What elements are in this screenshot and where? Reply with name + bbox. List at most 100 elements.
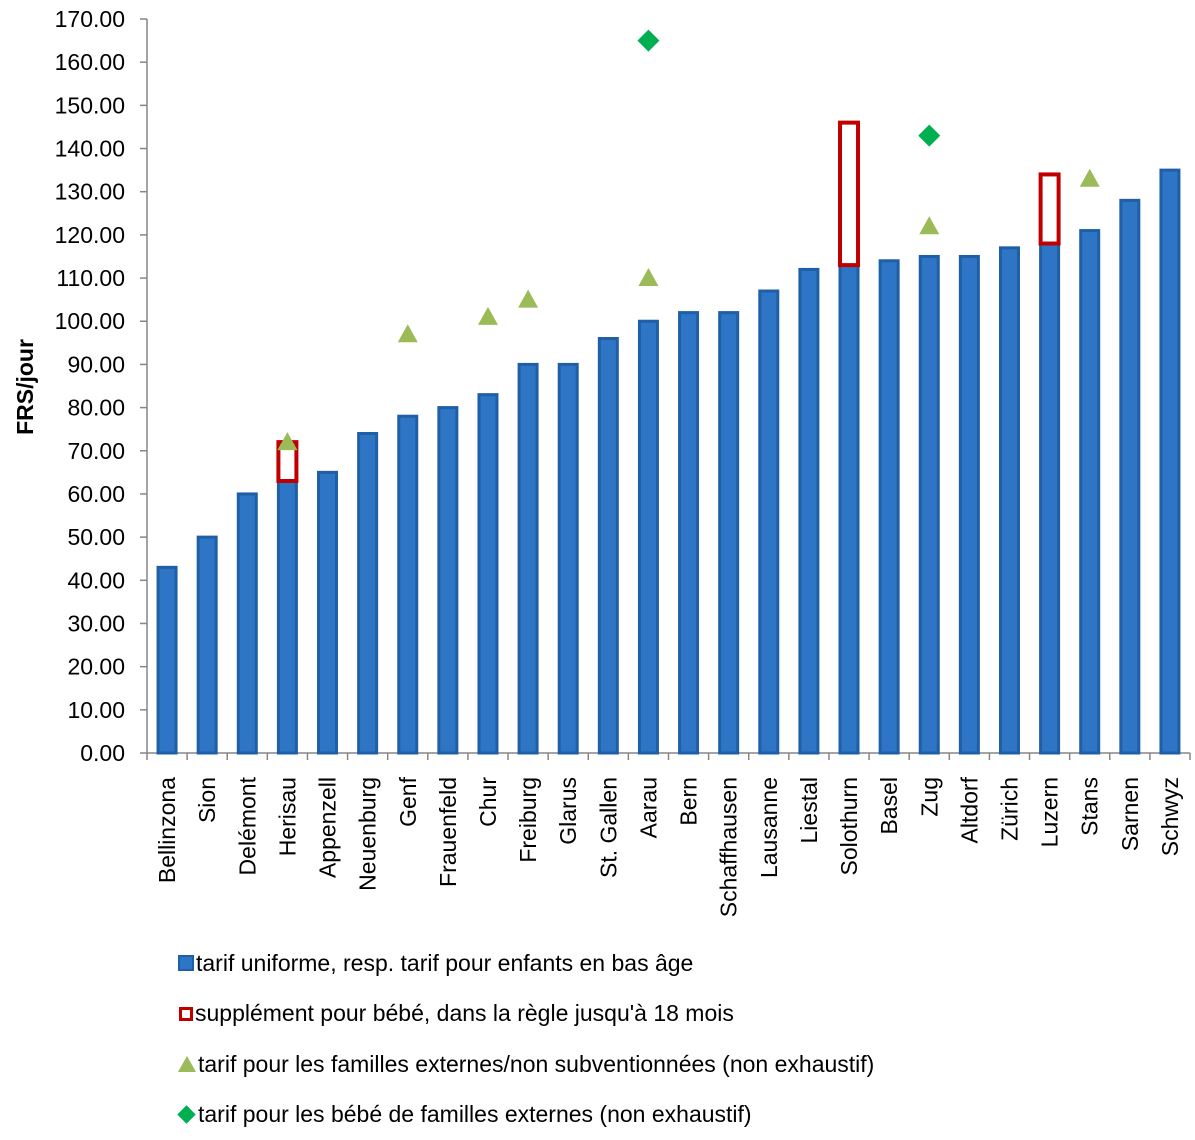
bar: [1121, 200, 1139, 753]
bar: [399, 416, 417, 753]
bar: [519, 364, 537, 753]
y-tick-label: 140.00: [55, 136, 125, 162]
bar: [319, 472, 337, 753]
y-tick-label: 40.00: [67, 567, 125, 593]
triangle-point: [638, 268, 658, 286]
x-tick-label: Zürich: [996, 777, 1022, 841]
y-tick-label: 100.00: [55, 308, 125, 334]
x-tick-label: Lausanne: [756, 777, 782, 878]
y-tick-label: 150.00: [55, 92, 125, 118]
x-tick-label: Appenzell: [315, 777, 341, 878]
x-tick-label: Zug: [916, 777, 942, 817]
bar: [680, 313, 698, 753]
y-tick-label: 0.00: [80, 740, 125, 766]
y-tick-label: 50.00: [67, 524, 125, 550]
bar: [1000, 248, 1018, 753]
x-tick-label: Solothurn: [836, 777, 862, 875]
bar: [960, 256, 978, 753]
red-outline-square-icon: [179, 1007, 193, 1021]
legend: tarif uniforme, resp. tarif pour enfants…: [176, 938, 1176, 1140]
legend-item-baby-supplement: supplément pour bébé, dans la règle jusq…: [176, 989, 1176, 1040]
x-tick-label: Bellinzona: [154, 777, 180, 883]
bar: [920, 256, 938, 753]
bar: [880, 261, 898, 753]
x-tick-label: Sion: [194, 777, 220, 823]
bar: [238, 494, 256, 753]
legend-item-external-families: tarif pour les familles externes/non sub…: [176, 1039, 1176, 1090]
bar: [599, 339, 617, 753]
x-tick-label: Genf: [395, 776, 421, 826]
triangle-point: [919, 216, 939, 234]
y-tick-label: 130.00: [55, 179, 125, 205]
bar: [1041, 244, 1059, 753]
diamond-point: [637, 30, 659, 52]
legend-label: supplément pour bébé, dans la règle jusq…: [195, 1000, 734, 1027]
x-tick-label: Schwyz: [1157, 777, 1183, 856]
legend-item-baby-external: tarif pour les bébé de familles externes…: [176, 1090, 1176, 1140]
x-tick-label: Neuenburg: [355, 777, 381, 891]
x-tick-label: Bern: [676, 777, 702, 826]
x-tick-label: Liestal: [796, 777, 822, 843]
x-tick-label: Glarus: [555, 777, 581, 845]
bar: [639, 321, 657, 753]
bar: [559, 364, 577, 753]
y-tick-label: 110.00: [56, 265, 125, 291]
bar: [479, 395, 497, 753]
bar: [198, 537, 216, 753]
triangle-point: [518, 290, 538, 308]
supplement-series: [278, 123, 1058, 481]
x-tick-label: Delémont: [234, 776, 260, 875]
x-tick-label: Schaffhausen: [716, 777, 742, 917]
diamond-point: [918, 125, 940, 147]
legend-label: tarif pour les bébé de familles externes…: [198, 1101, 752, 1128]
bar: [439, 408, 457, 753]
x-tick-label: Luzern: [1037, 777, 1063, 847]
legend-item-uniform-tariff: tarif uniforme, resp. tarif pour enfants…: [176, 938, 1176, 989]
x-tick-label: Freiburg: [515, 777, 541, 863]
x-axis: Bellinzona Sion Delémont Herisau Appenzell Ne…: [147, 753, 1190, 917]
legend-label: tarif uniforme, resp. tarif pour enfants…: [196, 950, 693, 977]
legend-label: tarif pour les familles externes/non sub…: [198, 1051, 874, 1078]
x-tick-label: Basel: [876, 777, 902, 835]
supplement-range: [840, 123, 858, 265]
y-tick-label: 60.00: [67, 481, 125, 507]
bar: [800, 269, 818, 753]
blue-bar-swatch-icon: [178, 955, 194, 971]
x-tick-label: Stans: [1077, 777, 1103, 836]
y-tick-label: 80.00: [67, 395, 125, 421]
bar: [158, 567, 176, 753]
y-axis-label: FRS/jour: [12, 339, 38, 435]
green-triangle-icon: [178, 1056, 196, 1072]
y-tick-label: 90.00: [67, 351, 125, 377]
bar: [720, 313, 738, 753]
x-tick-label: St. Gallen: [595, 777, 621, 878]
y-tick-label: 120.00: [55, 222, 125, 248]
bar-series: [158, 170, 1179, 753]
y-tick-label: 10.00: [67, 697, 125, 723]
x-tick-label: Altdorf: [956, 776, 982, 843]
x-tick-label: Herisau: [274, 777, 300, 856]
chart: 0.00 10.00 20.00 30.00 40.00 50.00 60.00 70.00 8…: [0, 0, 1195, 930]
bar: [840, 265, 858, 753]
bar: [359, 433, 377, 753]
x-tick-label: Chur: [475, 777, 501, 827]
y-axis: 0.00 10.00 20.00 30.00 40.00 50.00 60.00 70.00 8…: [55, 6, 147, 766]
supplement-range: [1041, 174, 1059, 243]
x-tick-label: Sarnen: [1117, 777, 1143, 851]
baby-external-tariff-series: [637, 30, 940, 147]
y-tick-label: 30.00: [67, 610, 125, 636]
y-tick-label: 160.00: [55, 49, 125, 75]
bar: [1161, 170, 1179, 753]
triangle-point: [478, 307, 498, 325]
y-tick-label: 70.00: [67, 438, 125, 464]
bar: [1081, 231, 1099, 753]
triangle-point: [398, 324, 418, 342]
triangle-point: [1080, 169, 1100, 187]
y-tick-label: 170.00: [55, 6, 125, 32]
bar: [278, 481, 296, 753]
bar: [760, 291, 778, 753]
x-tick-label: Aarau: [635, 777, 661, 838]
green-diamond-icon: [177, 1106, 195, 1124]
y-tick-label: 20.00: [67, 654, 125, 680]
x-tick-label: Frauenfeld: [435, 777, 461, 887]
